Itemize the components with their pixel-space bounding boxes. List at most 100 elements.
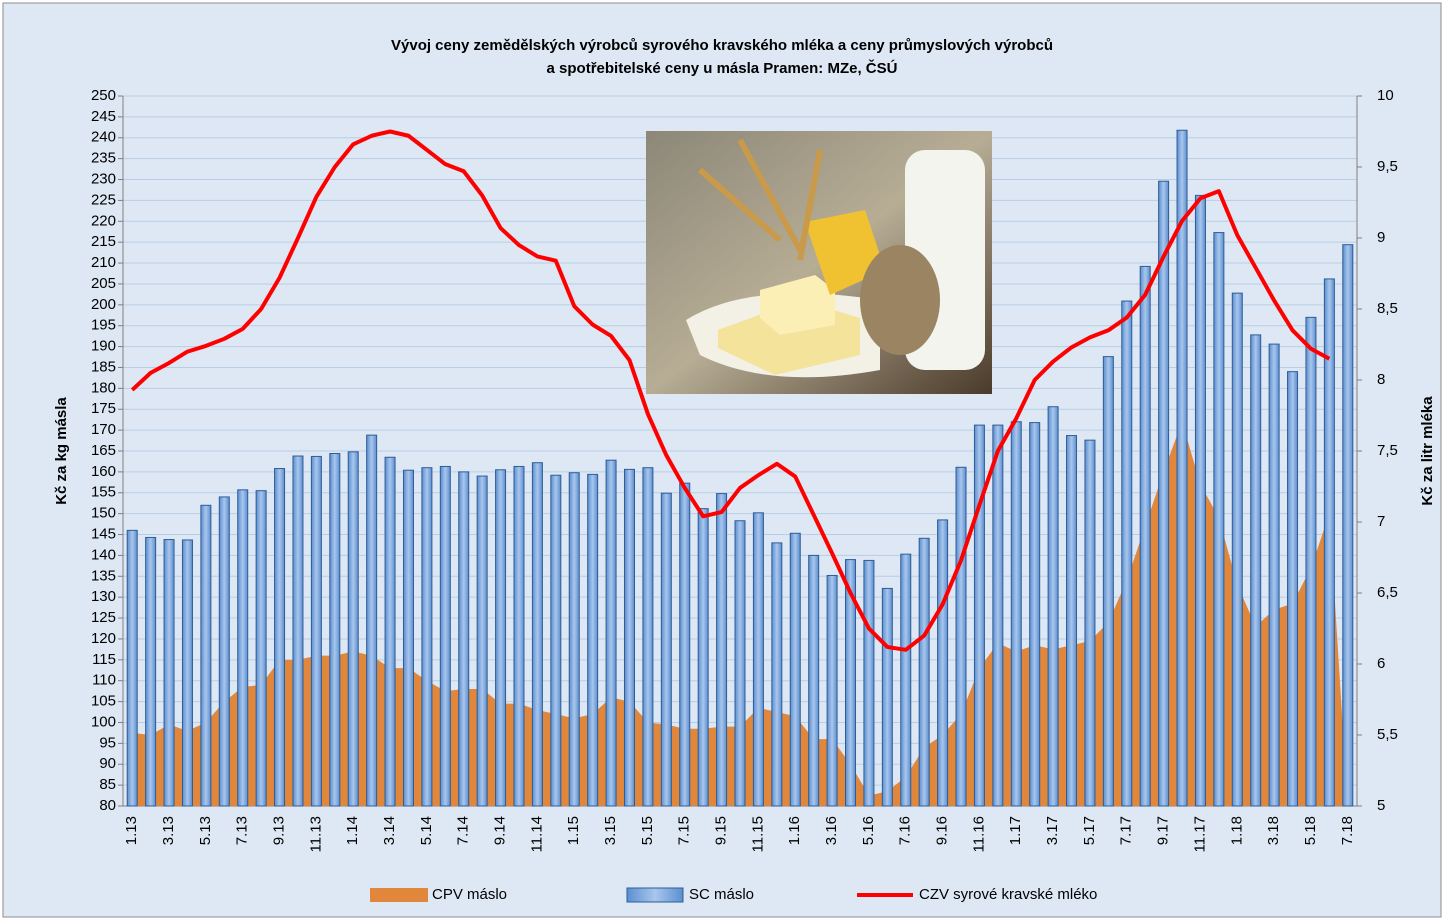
bar: [1250, 334, 1262, 807]
y2-tick-label: 10: [1377, 87, 1394, 104]
y2-tick-label: 8: [1377, 371, 1385, 388]
y2-tick-label: 9: [1377, 229, 1385, 246]
y-tick-label: 215: [91, 233, 116, 250]
x-tick-label: 3.15: [602, 816, 619, 845]
x-tick-label: 3.16: [823, 816, 840, 845]
y-tick-label: 95: [99, 734, 116, 751]
x-tick-label: 1.16: [786, 816, 803, 845]
bar: [347, 451, 359, 807]
bar: [937, 519, 949, 807]
y-tick-label: 135: [91, 567, 116, 584]
bar: [200, 504, 212, 807]
bar: [808, 554, 820, 807]
bar: [587, 473, 599, 807]
bar: [973, 424, 985, 807]
legend-label: CZV syrové kravské mléko: [919, 886, 1097, 903]
bar: [476, 475, 488, 807]
bar: [1029, 422, 1041, 807]
bar: [145, 536, 157, 807]
y2-axis-title: Kč za litr mléka: [1419, 396, 1436, 506]
illustration: [646, 131, 992, 394]
bar: [863, 559, 875, 807]
x-tick-label: 3.17: [1044, 816, 1061, 845]
bar: [310, 455, 322, 807]
bar: [495, 469, 507, 807]
bar: [1194, 194, 1206, 807]
y-tick-label: 195: [91, 317, 116, 334]
bar: [1342, 244, 1354, 807]
y-tick-label: 205: [91, 275, 116, 292]
y2-tick-label: 8,5: [1377, 300, 1398, 317]
x-tick-label: 3.13: [160, 816, 177, 845]
x-tick-label: 9.14: [492, 816, 509, 845]
bar: [1287, 371, 1299, 807]
y-tick-label: 200: [91, 296, 116, 313]
bar: [992, 424, 1004, 807]
bar: [845, 559, 857, 807]
line: [130, 129, 1331, 652]
bar: [881, 587, 893, 807]
plot-area: 8085909510010511011512012513013514014515…: [91, 87, 1398, 852]
x-tick-label: 7.17: [1118, 816, 1135, 845]
bar: [1158, 180, 1170, 807]
bar: [1176, 129, 1188, 807]
x-tick-label: 3.18: [1265, 816, 1282, 845]
bar: [163, 539, 175, 807]
y-tick-label: 170: [91, 421, 116, 438]
x-tick-label: 1.17: [1007, 816, 1024, 845]
y2-tick-label: 7: [1377, 513, 1385, 530]
y-tick-label: 175: [91, 400, 116, 417]
y-tick-label: 80: [99, 797, 116, 814]
y2-tick-label: 6,5: [1377, 584, 1398, 601]
y-tick-label: 85: [99, 776, 116, 793]
x-tick-label: 11.14: [528, 816, 545, 852]
bar: [1066, 435, 1078, 807]
x-tick-label: 7.14: [455, 816, 472, 845]
y-tick-label: 140: [91, 546, 116, 563]
y-tick-label: 90: [99, 755, 116, 772]
y-tick-label: 220: [91, 212, 116, 229]
bar: [126, 529, 138, 807]
bar: [605, 459, 617, 807]
y-tick-label: 150: [91, 505, 116, 522]
x-tick-label: 1.14: [344, 816, 361, 845]
legend-swatch: [626, 887, 684, 903]
bar: [1084, 439, 1096, 807]
legend-label: SC máslo: [689, 886, 754, 903]
y-tick-label: 230: [91, 170, 116, 187]
chart-title: a spotřebitelské ceny u másla Pramen: MZ…: [547, 59, 898, 77]
bar: [642, 467, 654, 807]
y-tick-label: 105: [91, 693, 116, 710]
legend: CPV máslo SC máslo CZV syrové kravské mlék…: [370, 886, 1097, 903]
bar: [660, 492, 672, 807]
legend-label: CPV máslo: [432, 886, 507, 903]
bar: [1231, 292, 1243, 807]
bar: [439, 465, 451, 807]
y-tick-label: 125: [91, 609, 116, 626]
bar: [550, 474, 562, 807]
area: [132, 421, 1348, 806]
bar: [1010, 421, 1022, 807]
bar: [568, 472, 580, 807]
y-tick-label: 115: [92, 651, 116, 668]
x-tick-label: 9.16: [934, 816, 951, 845]
x-tick-label: 1.13: [123, 816, 140, 845]
y-tick-label: 250: [91, 87, 116, 104]
y-tick-label: 120: [91, 630, 116, 647]
x-tick-label: 9.17: [1155, 816, 1172, 845]
x-tick-label: 5.18: [1302, 816, 1319, 845]
y-tick-label: 225: [91, 191, 116, 208]
bar: [513, 465, 525, 807]
y2-tick-label: 6: [1377, 655, 1385, 672]
bar: [458, 471, 470, 807]
bar: [181, 539, 193, 807]
chart-title: Vývoj ceny zemědělských výrobců syrového…: [391, 37, 1053, 54]
bar: [255, 490, 267, 807]
x-tick-label: 7.18: [1339, 816, 1356, 845]
y-tick-label: 155: [91, 484, 116, 501]
bar: [1268, 343, 1280, 807]
y-tick-label: 100: [91, 713, 116, 730]
x-tick-label: 1.15: [565, 816, 582, 845]
x-tick-label: 5.14: [418, 816, 435, 845]
